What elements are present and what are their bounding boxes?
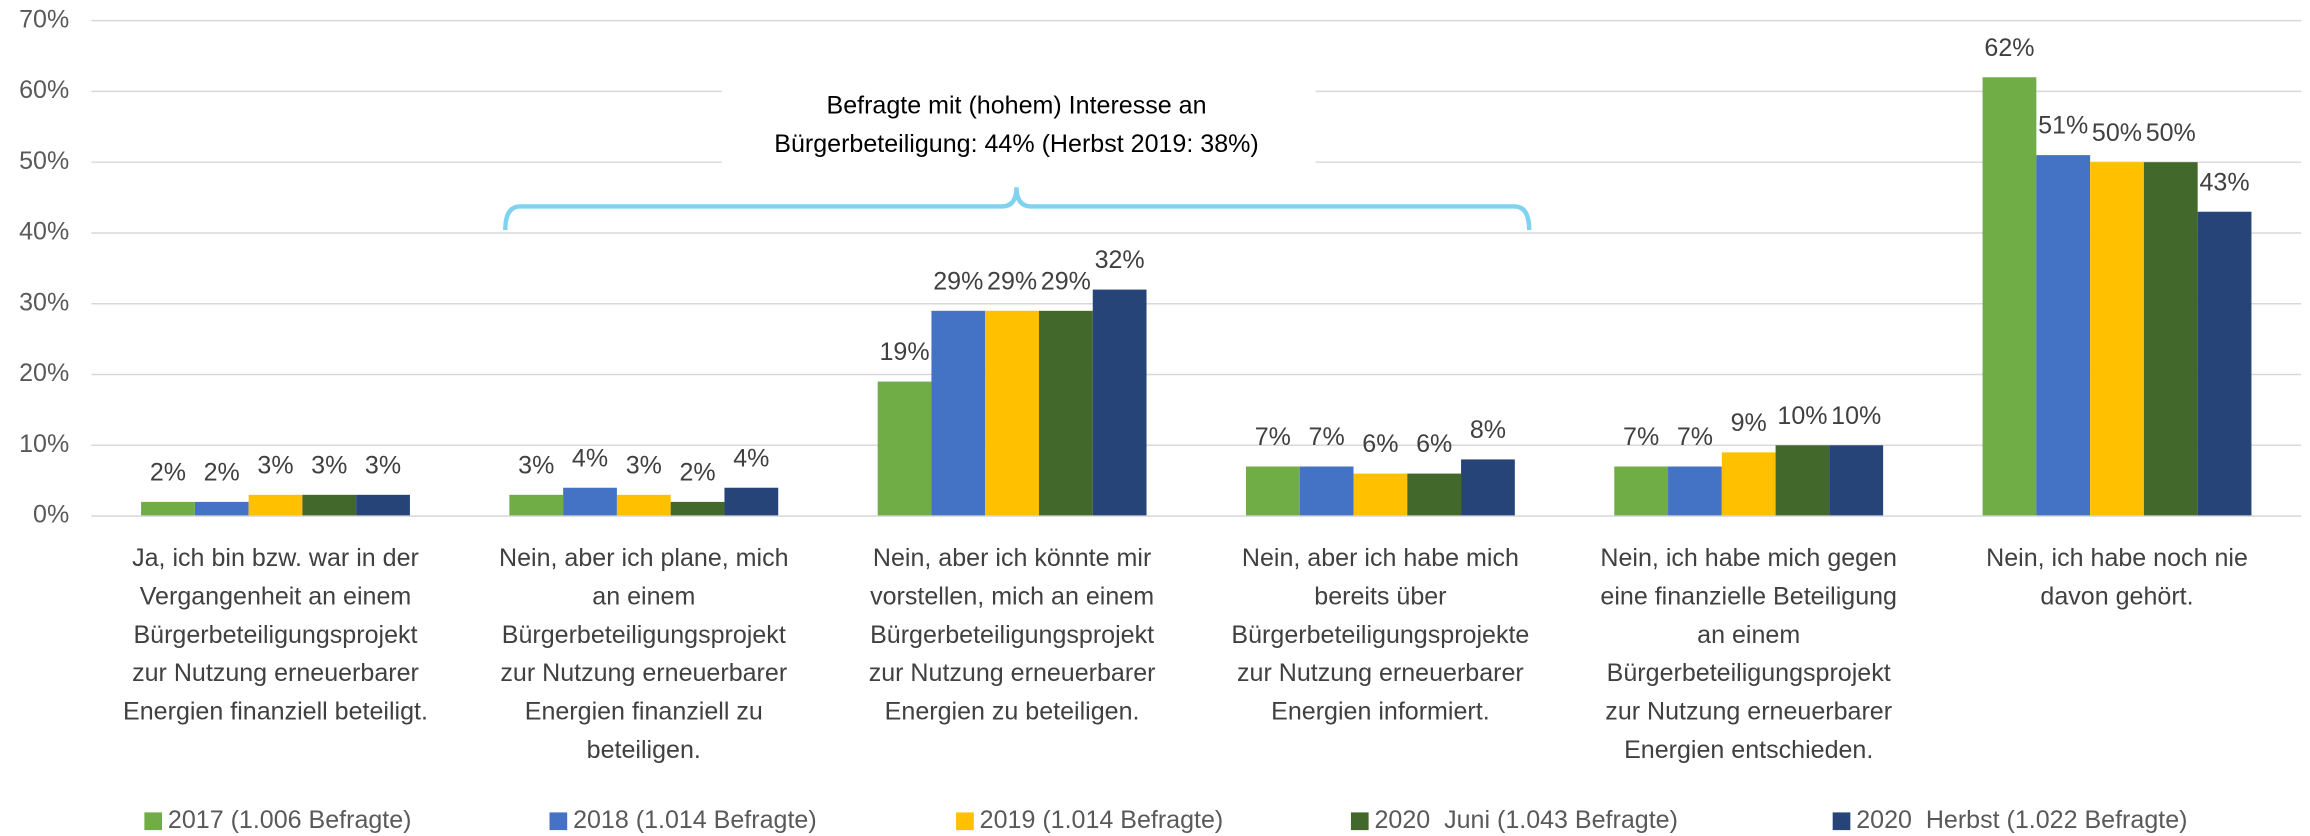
bar [2036,155,2091,517]
data-label: 6% [1362,430,1398,458]
legend-label: 2020 Herbst (1.022 Befragte) [1856,806,2187,834]
legend-swatch [549,812,568,831]
x-tick-label: Nein, aber ich könnte mir vorstellen, mi… [868,544,1156,726]
x-tick-label: Nein, aber ich habe mich bereits über Bü… [1231,544,1530,726]
data-label: 4% [733,444,769,472]
data-label: 29% [987,267,1037,295]
data-label: 2% [204,459,240,487]
data-label: 19% [879,338,929,366]
bar [1245,466,1300,517]
y-tick-label: 60% [19,76,69,104]
annotation: Befragte mit (hohem) Interesse an Bürger… [774,91,1259,158]
bar [1721,452,1776,517]
bar [877,381,932,517]
y-tick-label: 30% [19,288,69,316]
data-label: 10% [1777,402,1827,430]
data-label: 43% [2199,168,2249,196]
bar [509,494,564,517]
data-label: 51% [2038,112,2088,140]
data-label: 6% [1416,430,1452,458]
data-label: 7% [1255,423,1291,451]
bar [616,494,671,517]
bar [985,310,1039,517]
annotation-background [721,82,1316,169]
legend-label: 2020 Juni (1.043 Befragte) [1375,806,1678,834]
data-label: 3% [257,451,293,479]
data-label: 32% [1095,246,1145,274]
data-label: 7% [1677,423,1713,451]
y-tick-label: 50% [19,147,69,175]
data-label: 9% [1731,409,1767,437]
bar [2143,162,2198,517]
bar [1299,466,1354,517]
data-label: 2% [150,459,186,487]
bar [1775,445,1830,517]
bar [1614,466,1669,517]
bar [2197,211,2252,517]
bar [1092,289,1147,517]
bar [931,310,986,517]
data-label: 29% [933,267,983,295]
bar [356,494,410,517]
legend-label: 2017 (1.006 Befragte) [168,806,412,834]
bar [724,487,779,517]
data-label: 3% [626,451,662,479]
bar [1353,473,1408,517]
data-label: 29% [1041,267,1091,295]
legend-swatch [1350,812,1369,831]
x-tick-label: Nein, ich habe mich gegen eine finanziel… [1600,544,1897,764]
data-label: 50% [2092,119,2142,147]
legend-swatch [956,812,974,831]
bar [1829,445,1884,517]
bar [141,501,195,517]
data-label: 3% [311,451,347,479]
bar [2090,162,2144,517]
bar [194,501,249,517]
data-label: 7% [1309,423,1345,451]
bar [1982,77,2037,517]
legend-swatch [144,812,163,831]
data-label: 3% [365,451,401,479]
bar [1668,466,1722,517]
x-tick-label: Nein, aber ich plane, mich an einem Bürg… [499,544,789,764]
legend-label: 2018 (1.014 Befragte) [573,806,817,834]
data-label: 7% [1623,423,1659,451]
y-tick-label: 70% [19,5,69,33]
data-label: 2% [679,459,715,487]
bracket [503,187,1532,231]
data-label: 10% [1831,402,1881,430]
bar [1461,459,1515,517]
data-label: 62% [1984,34,2034,62]
data-label: 4% [572,444,608,472]
x-tick-label: Ja, ich bin bzw. war in der Vergangenhei… [123,544,428,726]
y-tick-label: 20% [19,359,69,387]
bar [1038,310,1093,517]
legend-label: 2019 (1.014 Befragte) [980,806,1224,834]
bar [1407,473,1462,517]
y-tick-label: 0% [33,501,69,529]
y-tick-label: 40% [19,218,69,246]
y-tick-label: 10% [19,430,69,458]
x-tick-label: Nein, ich habe noch nie davon gehört. [1986,544,2248,611]
data-label: 3% [518,451,554,479]
bar [248,494,303,517]
bar [670,501,725,517]
legend-swatch [1832,812,1851,831]
bar [563,487,617,517]
data-label: 8% [1470,416,1506,444]
data-label: 50% [2146,119,2196,147]
bar [302,494,357,517]
